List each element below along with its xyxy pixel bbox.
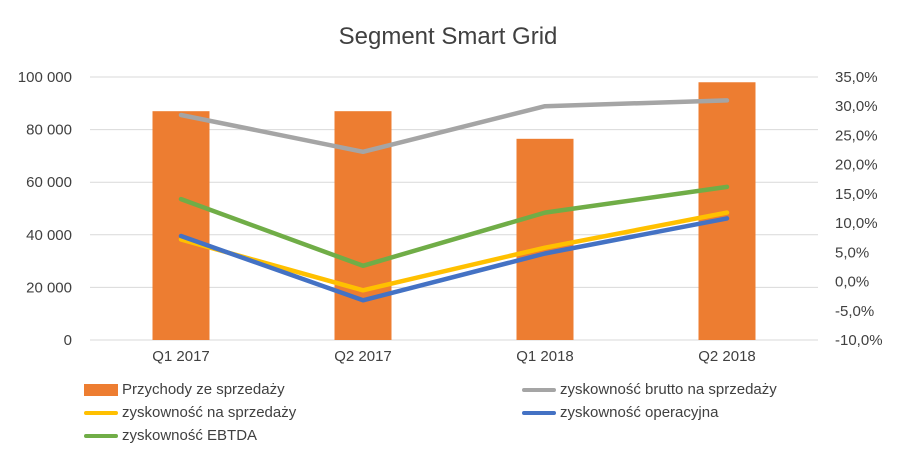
right-axis-tick-label: 10,0%	[835, 215, 878, 232]
legend-label: zyskowność EBTDA	[122, 427, 258, 444]
bar	[516, 138, 574, 340]
left-axis-tick-label: 20 000	[26, 279, 72, 296]
legend-swatch	[84, 410, 118, 415]
series-line	[178, 98, 730, 155]
left-axis-tick-label: 100 000	[18, 69, 72, 86]
right-axis-tick-label: -5,0%	[835, 303, 874, 320]
right-axis-tick-label: 20,0%	[835, 157, 878, 174]
legend-swatch	[522, 410, 556, 415]
legend-item: zyskowność operacyjna	[522, 404, 718, 421]
series-line	[178, 210, 730, 293]
right-axis-ticks: -10,0% -5,0% 0,0% 5,0% 10,0% 15,0% 20,0% 25,0% 3…	[835, 69, 883, 349]
legend-label: zyskowność operacyjna	[560, 404, 719, 421]
x-axis-tick-label: Q1 2017	[152, 348, 210, 365]
bar-series	[152, 82, 756, 340]
series-line	[178, 216, 730, 303]
left-axis-tick-label: 0	[64, 332, 72, 349]
left-axis-tick-label: 80 000	[26, 122, 72, 139]
left-axis-tick-label: 60 000	[26, 174, 72, 191]
x-axis-tick-label: Q2 2017	[334, 348, 392, 365]
legend-label: Przychody ze sprzedaży	[122, 381, 285, 398]
right-axis-tick-label: 5,0%	[835, 244, 869, 261]
right-axis-tick-label: 0,0%	[835, 274, 869, 291]
right-axis-tick-label: 15,0%	[835, 186, 878, 203]
series-line	[178, 184, 730, 269]
x-axis-tick-label: Q2 2018	[698, 348, 756, 365]
right-axis-tick-label: 25,0%	[835, 127, 878, 144]
legend-swatch	[84, 433, 118, 438]
x-axis-tick-label: Q1 2018	[516, 348, 574, 365]
line-series	[178, 98, 730, 303]
chart-title: Segment Smart Grid	[339, 23, 558, 50]
legend-item: Przychody ze sprzedaży	[84, 381, 285, 398]
legend-item: zyskowność EBTDA	[84, 427, 257, 444]
legend-label: zyskowność na sprzedaży	[122, 404, 297, 421]
left-axis-ticks: 0 20 000 40 000 60 000 80 000 100 000	[18, 69, 72, 349]
x-axis-ticks: Q1 2017 Q2 2017 Q1 2018 Q2 2018	[152, 348, 756, 365]
chart-canvas: Segment Smart Grid 0 20 000 40 000 60 000 80…	[18, 23, 883, 365]
legend-swatch	[522, 387, 556, 392]
legend: Przychody ze sprzedaży zyskowność brutto …	[0, 376, 897, 449]
legend-item: zyskowność na sprzedaży	[84, 404, 296, 421]
left-axis-tick-label: 40 000	[26, 227, 72, 244]
bar	[152, 111, 210, 340]
right-axis-tick-label: -10,0%	[835, 332, 883, 349]
right-axis-tick-label: 35,0%	[835, 69, 878, 86]
right-axis-tick-label: 30,0%	[835, 98, 878, 115]
legend-swatch	[84, 383, 118, 396]
legend-label: zyskowność brutto na sprzedaży	[560, 381, 777, 398]
legend-item: zyskowność brutto na sprzedaży	[522, 381, 777, 398]
